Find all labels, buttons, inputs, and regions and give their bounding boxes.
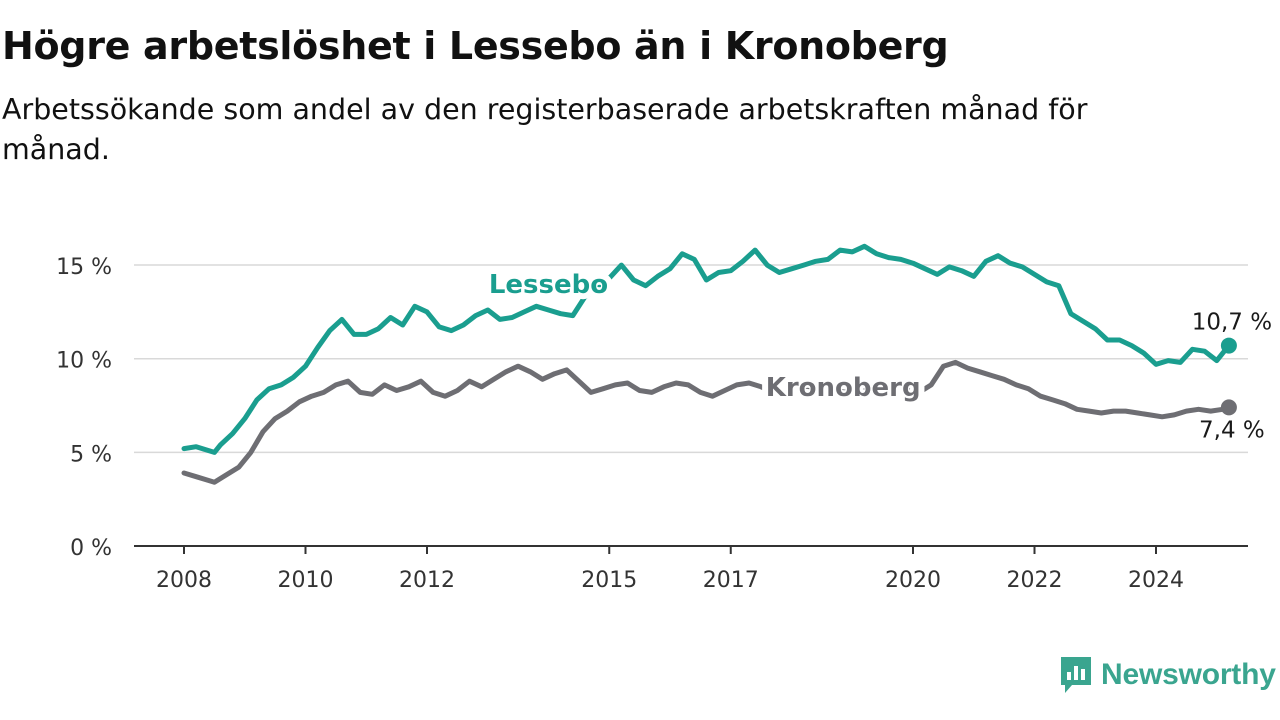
x-tick-label: 2010 [278, 568, 334, 593]
series-label-halo: Lessebo [489, 270, 608, 300]
series-label-halo: Kronoberg [766, 373, 921, 403]
end-value-label: 7,4 % [1199, 417, 1265, 443]
series-lines [181, 243, 1237, 485]
end-point-lessebo [1220, 337, 1237, 354]
chart-subtitle: Arbetssökande som andel av den registerb… [2, 93, 1088, 166]
series-label-lessebo: Lessebo [489, 270, 608, 300]
x-tick-label: 2020 [885, 568, 941, 593]
newsworthy-logo-icon [1061, 657, 1091, 693]
brand-name: Newsworthy [1101, 658, 1276, 691]
x-tick-label: 2017 [703, 568, 759, 593]
x-tick-label: 2015 [581, 568, 637, 593]
series-label-kronoberg: Kronoberg [766, 373, 921, 403]
y-tick-label: 15 % [56, 255, 112, 280]
y-tick-label: 10 % [56, 349, 112, 374]
end-value-label: 10,7 % [1192, 310, 1272, 336]
x-tick-label: 2022 [1007, 568, 1063, 593]
chart-title: Högre arbetslöshet i Lessebo än i Kronob… [2, 24, 949, 68]
series-labels: 10,7 %7,4 %LesseboLesseboKronobergKronob… [483, 264, 1272, 443]
series-line-lessebo [181, 243, 1232, 455]
y-tick-label: 5 % [70, 442, 112, 467]
y-tick-label: 0 % [70, 536, 112, 561]
gridlines [134, 264, 1248, 454]
series-line-kronoberg [181, 359, 1232, 485]
end-point-kronoberg [1220, 399, 1237, 416]
axes: 0 % 5 % 10 % 15 % 2008 2010 2012 2015 2017 2020 20… [56, 255, 1248, 593]
x-tick-label: 2012 [399, 568, 455, 593]
newsworthy-brand: Newsworthy [1059, 655, 1276, 695]
x-tick-label: 2008 [156, 568, 212, 593]
x-tick-label: 2024 [1128, 568, 1184, 593]
